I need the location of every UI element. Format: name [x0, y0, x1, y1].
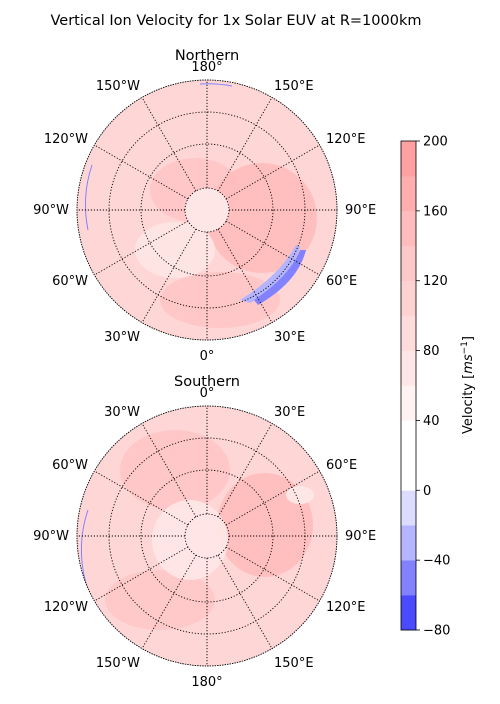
northern-meridian	[94, 144, 189, 200]
northern-edge-negative-top	[199, 83, 233, 87]
northern-low-region	[135, 222, 215, 278]
southern-longitude-label: 150°W	[96, 656, 140, 671]
northern-high-region-south	[160, 272, 280, 328]
colorbar-tick-label: 160	[423, 204, 448, 219]
colorbar-level	[401, 525, 416, 561]
colorbar-level	[401, 385, 416, 421]
colorbar-tick-label: 120	[423, 274, 448, 289]
southern-longitude-label: 0°	[200, 386, 215, 401]
colorbar-level	[401, 490, 416, 526]
southern-high-region-north	[120, 430, 230, 510]
southern-boundary	[76, 405, 338, 667]
colorbar-level	[401, 175, 416, 212]
southern-white-patch	[286, 486, 314, 504]
colorbar-level	[401, 210, 416, 247]
colorbar-tick-label: −40	[423, 554, 450, 569]
northern-meridian	[217, 97, 273, 192]
colorbar-level	[401, 315, 416, 351]
northern-longitude-label: 120°W	[44, 132, 88, 147]
northern-grid	[76, 79, 338, 341]
figure-title: Vertical Ion Velocity for 1x Solar EUV a…	[51, 13, 422, 29]
southern-longitude-label: 30°W	[104, 405, 140, 420]
southern-longitude-label: 60°E	[326, 458, 357, 473]
colorbar-tick-label: 200	[423, 135, 448, 150]
northern-meridian	[217, 228, 273, 323]
northern-longitude-label: 150°W	[96, 79, 140, 94]
northern-longitude-label: 30°E	[274, 330, 305, 345]
northern-meridian	[225, 144, 320, 200]
southern-longitude-label: 90°W	[33, 529, 69, 544]
northern-longitude-label: 180°	[191, 60, 222, 75]
northern-pole-region	[185, 188, 229, 232]
northern-panel: Northern 180° 150°E 120°E 90°E 60°E 30°E 0° 30°…	[33, 48, 376, 364]
colorbar-level	[401, 350, 416, 386]
northern-longitude-labels: 180° 150°E 120°E 90°E 60°E 30°E 0° 30°W 60°W 90°W…	[33, 60, 376, 364]
northern-longitude-label: 0°	[200, 349, 215, 364]
colorbar-levels	[401, 141, 416, 631]
southern-meridian	[225, 546, 320, 602]
colorbar-level	[401, 280, 416, 316]
northern-latitude-circle	[140, 143, 274, 277]
southern-longitude-label: 30°E	[274, 405, 305, 420]
colorbar-label: Velocity [ms−1]	[460, 336, 476, 434]
northern-panel-title: Northern	[175, 48, 239, 64]
northern-longitude-label: 60°W	[52, 274, 88, 289]
northern-longitude-label: 30°W	[104, 330, 140, 345]
colorbar-tick-label: −80	[423, 624, 450, 639]
northern-negative-light	[240, 245, 300, 303]
southern-meridian	[94, 470, 189, 526]
northern-meridian	[94, 220, 189, 276]
southern-longitude-label: 60°W	[52, 458, 88, 473]
southern-panel: Southern 0° 30°E 60°E 90°E 120°E 150°E 180° 150…	[33, 374, 376, 690]
southern-low-region	[152, 500, 228, 580]
northern-field	[77, 80, 337, 340]
southern-meridian	[94, 546, 189, 602]
southern-meridian	[217, 554, 273, 649]
southern-meridian	[141, 554, 197, 649]
southern-high-region-south	[105, 570, 215, 630]
colorbar-level	[401, 595, 416, 631]
southern-meridian	[141, 423, 197, 518]
colorbar-frame	[400, 140, 417, 631]
northern-longitude-label: 150°E	[274, 79, 314, 94]
northern-longitude-label: 90°W	[33, 203, 69, 218]
northern-edge-negative-left	[84, 164, 93, 231]
northern-longitude-label: 90°E	[345, 203, 376, 218]
southern-longitude-label: 120°W	[44, 600, 88, 615]
colorbar-level	[401, 560, 416, 596]
southern-meridian	[225, 470, 320, 526]
colorbar-ticks: 200 160 120 80 40 0 −40 −80	[416, 135, 450, 639]
southern-panel-title: Southern	[174, 374, 240, 390]
colorbar-level	[401, 420, 416, 456]
northern-boundary	[76, 79, 338, 341]
southern-longitude-label: 150°E	[274, 656, 314, 671]
colorbar-level	[401, 455, 416, 491]
southern-longitude-label: 90°E	[345, 529, 376, 544]
colorbar: 200 160 120 80 40 0 −40 −80 Velocity [ms−1]	[400, 135, 476, 639]
colorbar-level	[401, 141, 416, 177]
colorbar-tick-label: 80	[423, 344, 440, 359]
colorbar-tick-label: 0	[423, 484, 431, 499]
southern-longitude-label: 180°	[191, 675, 222, 690]
colorbar-level	[401, 245, 416, 282]
northern-negative-band	[254, 250, 306, 305]
southern-longitude-label: 120°E	[326, 600, 366, 615]
colorbar-tick-label: 40	[423, 414, 440, 429]
northern-longitude-label: 120°E	[326, 132, 366, 147]
southern-latitude-circle	[140, 469, 274, 603]
northern-meridian	[225, 220, 320, 276]
southern-longitude-labels: 0° 30°E 60°E 90°E 120°E 150°E 180° 150°W 120°W 90…	[33, 386, 376, 690]
southern-field	[77, 406, 337, 666]
northern-meridian	[141, 228, 197, 323]
northern-longitude-label: 60°E	[326, 274, 357, 289]
northern-meridian	[141, 97, 197, 192]
southern-grid	[76, 405, 338, 667]
southern-meridian	[217, 423, 273, 518]
